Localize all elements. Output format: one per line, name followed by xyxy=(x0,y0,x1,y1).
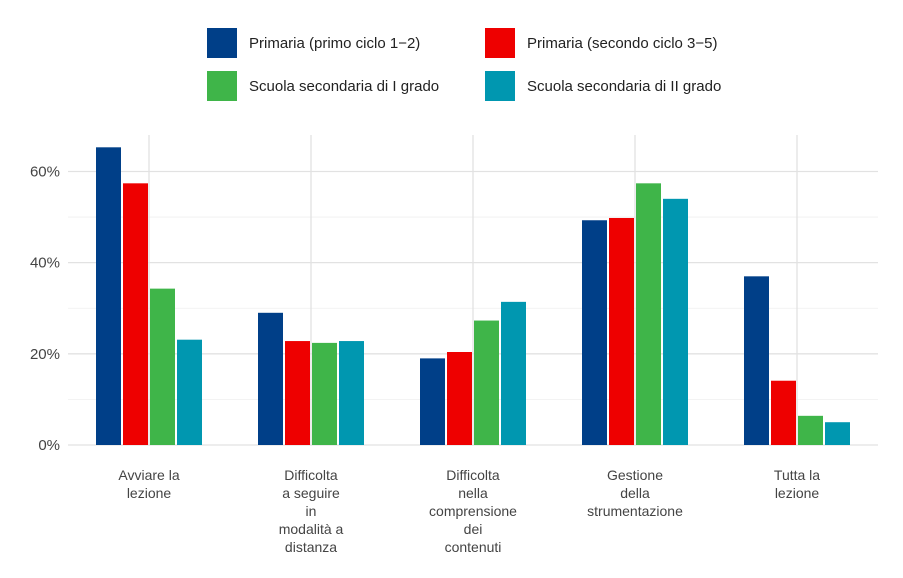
x-tick-label: Tutta la lezione xyxy=(773,467,821,501)
grid xyxy=(68,135,878,446)
bar xyxy=(177,339,202,445)
bar xyxy=(825,422,850,445)
y-tick-label: 40% xyxy=(30,255,60,272)
bar xyxy=(339,341,364,445)
bar xyxy=(96,147,121,445)
bar xyxy=(798,415,823,445)
legend: Primaria (primo ciclo 1−2) Primaria (sec… xyxy=(0,0,903,110)
legend-item-secondaria-ii-grado: Scuola secondaria di II grado xyxy=(485,70,721,102)
bar xyxy=(312,342,337,445)
x-tick-label: Avviare la lezione xyxy=(118,467,180,501)
bars xyxy=(96,147,850,445)
bar xyxy=(501,301,526,445)
y-tick-label: 60% xyxy=(30,163,60,180)
y-tick-label: 20% xyxy=(30,346,60,363)
legend-label: Primaria (secondo ciclo 3−5) xyxy=(527,34,718,52)
bar xyxy=(636,183,661,445)
legend-label: Scuola secondaria di II grado xyxy=(527,77,722,95)
legend-item-primaria-primo-ciclo: Primaria (primo ciclo 1−2) xyxy=(207,27,420,59)
bar xyxy=(447,352,472,445)
bar xyxy=(663,198,688,445)
bar xyxy=(258,312,283,445)
y-axis: 0% 20% 40% 60% xyxy=(30,163,60,454)
legend-label: Primaria (primo ciclo 1−2) xyxy=(249,34,421,52)
legend-label: Scuola secondaria di I grado xyxy=(249,77,440,95)
x-tick-label: Difficolta a seguire in modalità a distanza xyxy=(278,467,344,555)
x-tick-label: Difficolta nella comprensione dei contenuti xyxy=(429,467,517,555)
bar xyxy=(771,380,796,445)
bar xyxy=(285,341,310,445)
bar xyxy=(150,288,175,445)
legend-swatch xyxy=(485,71,515,101)
legend-swatch xyxy=(207,28,237,58)
legend-item-primaria-secondo-ciclo: Primaria (secondo ciclo 3−5) xyxy=(485,27,718,59)
bar xyxy=(582,220,607,445)
bar xyxy=(123,183,148,445)
legend-item-secondaria-i-grado: Scuola secondaria di I grado xyxy=(207,70,439,102)
bar xyxy=(609,217,634,445)
y-tick-label: 0% xyxy=(38,437,60,454)
bar xyxy=(474,320,499,445)
bar xyxy=(420,358,445,445)
legend-swatch xyxy=(207,71,237,101)
bar xyxy=(744,276,769,445)
legend-swatch xyxy=(485,28,515,58)
x-tick-label: Gestione della strumentazione xyxy=(587,467,683,519)
